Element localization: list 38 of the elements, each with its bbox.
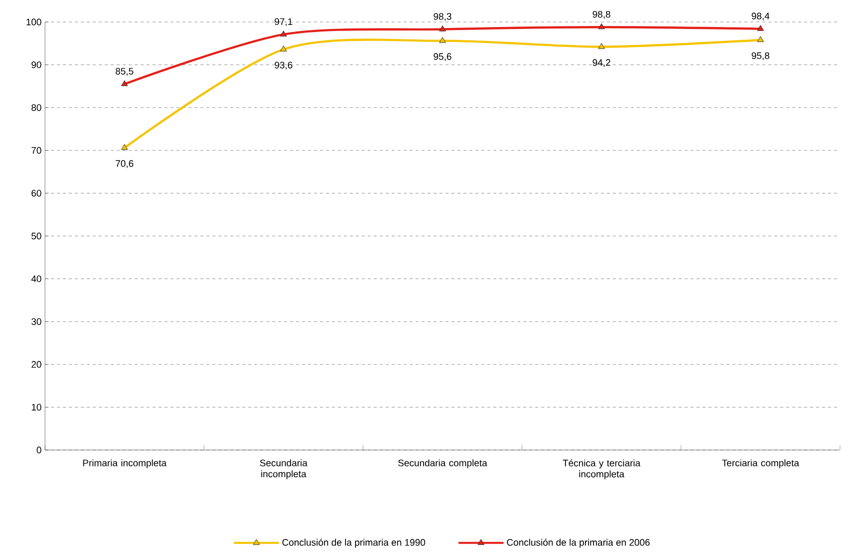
y-tick-label: 60 xyxy=(32,190,42,197)
x-tick-label: Secundaria incompleta xyxy=(260,459,308,480)
data-label: 95,6 xyxy=(434,53,452,62)
y-tick-label: 90 xyxy=(32,61,42,68)
data-label: 98,3 xyxy=(434,13,452,21)
y-tick-label: 50 xyxy=(31,232,42,240)
data-label: 98,8 xyxy=(592,10,610,19)
y-tick-label: 70 xyxy=(32,147,42,154)
point xyxy=(757,25,764,31)
legend-label: Conclusión de la primaria en 1990 xyxy=(282,538,426,548)
y-tick-label: 10 xyxy=(32,404,42,411)
legend-label: Conclusión de la primaria en 2006 xyxy=(506,538,650,548)
data-label: 70,6 xyxy=(116,160,134,168)
y-tick-label: 40 xyxy=(31,275,42,282)
x-tick-label: Primaria incompleta xyxy=(83,459,167,468)
y-tick-label: 20 xyxy=(32,361,42,368)
x-tick-label: Terciaria completa xyxy=(722,459,800,468)
data-label: 97,1 xyxy=(274,18,292,26)
point xyxy=(598,42,605,49)
point xyxy=(439,25,446,32)
data-label: 95,8 xyxy=(752,52,770,60)
y-tick-label: 0 xyxy=(36,446,42,454)
y-tick-label: 30 xyxy=(31,318,42,325)
y-tick-label: 100 xyxy=(26,18,42,26)
point xyxy=(757,36,764,42)
data-label: 94,2 xyxy=(592,59,610,67)
x-tick-label: Secundaria completa xyxy=(398,459,488,468)
point xyxy=(598,23,605,30)
y-tick-label: 80 xyxy=(32,104,42,111)
point xyxy=(280,46,287,52)
data-label: 93,6 xyxy=(274,62,292,70)
point xyxy=(280,30,287,36)
point xyxy=(439,36,446,43)
data-label: 85,5 xyxy=(116,68,134,76)
point xyxy=(121,144,128,150)
data-label: 98,4 xyxy=(752,12,770,20)
x-tick-label: Técnica y terciaria incompleta xyxy=(562,459,640,480)
point xyxy=(121,80,128,86)
